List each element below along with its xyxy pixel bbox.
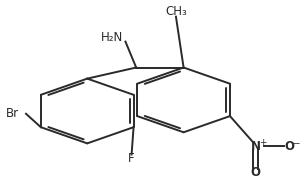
Text: O: O (284, 140, 294, 153)
Text: O: O (251, 166, 260, 179)
Text: CH₃: CH₃ (165, 5, 187, 18)
Text: H₂N: H₂N (101, 31, 123, 43)
Text: F: F (128, 152, 135, 165)
Text: N: N (251, 140, 260, 153)
Text: +: + (259, 138, 266, 147)
Text: −: − (293, 138, 300, 147)
Text: Br: Br (6, 107, 19, 120)
